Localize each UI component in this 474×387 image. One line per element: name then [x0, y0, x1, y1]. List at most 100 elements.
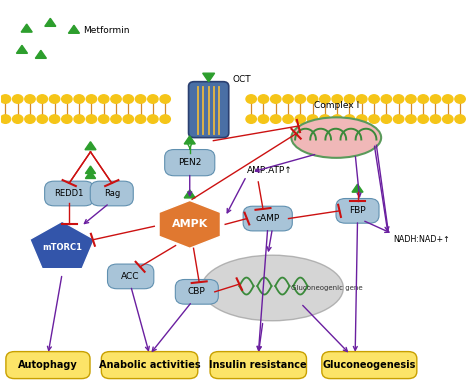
Circle shape — [344, 115, 355, 123]
Text: REDD1: REDD1 — [55, 189, 84, 198]
Circle shape — [381, 95, 392, 103]
Circle shape — [319, 115, 330, 123]
Polygon shape — [203, 73, 215, 82]
Polygon shape — [36, 50, 46, 58]
Polygon shape — [184, 190, 195, 198]
Circle shape — [443, 95, 453, 103]
Circle shape — [49, 95, 60, 103]
Text: Rag: Rag — [104, 189, 120, 198]
Circle shape — [271, 95, 281, 103]
Circle shape — [455, 115, 465, 123]
FancyBboxPatch shape — [243, 206, 292, 231]
Circle shape — [443, 115, 453, 123]
Circle shape — [49, 115, 60, 123]
Text: Autophagy: Autophagy — [18, 360, 78, 370]
Circle shape — [111, 115, 121, 123]
FancyBboxPatch shape — [210, 352, 307, 378]
Circle shape — [12, 95, 23, 103]
Circle shape — [136, 115, 146, 123]
FancyBboxPatch shape — [45, 181, 94, 206]
Circle shape — [111, 95, 121, 103]
Text: CBP: CBP — [188, 287, 206, 296]
Circle shape — [99, 95, 109, 103]
Ellipse shape — [292, 117, 381, 158]
Circle shape — [136, 95, 146, 103]
Ellipse shape — [201, 255, 343, 321]
Circle shape — [430, 95, 441, 103]
Circle shape — [381, 115, 392, 123]
Text: Anabolic activities: Anabolic activities — [99, 360, 201, 370]
Circle shape — [308, 95, 318, 103]
Circle shape — [319, 95, 330, 103]
Circle shape — [369, 95, 379, 103]
FancyBboxPatch shape — [101, 352, 198, 378]
Circle shape — [406, 95, 416, 103]
Circle shape — [271, 115, 281, 123]
Text: Gluconeogenic gene: Gluconeogenic gene — [292, 285, 363, 291]
Circle shape — [62, 95, 72, 103]
Circle shape — [418, 95, 428, 103]
Circle shape — [62, 115, 72, 123]
FancyBboxPatch shape — [189, 82, 229, 138]
Circle shape — [25, 95, 35, 103]
Circle shape — [99, 115, 109, 123]
Circle shape — [258, 115, 269, 123]
Circle shape — [295, 95, 306, 103]
Circle shape — [369, 115, 379, 123]
Circle shape — [430, 115, 441, 123]
Text: cAMP: cAMP — [255, 214, 280, 223]
Text: mTORC1: mTORC1 — [42, 243, 82, 252]
Circle shape — [344, 95, 355, 103]
Text: Gluconeogenesis: Gluconeogenesis — [323, 360, 416, 370]
Circle shape — [393, 95, 404, 103]
Circle shape — [258, 95, 269, 103]
Polygon shape — [30, 221, 94, 269]
Polygon shape — [184, 136, 195, 144]
FancyBboxPatch shape — [336, 199, 379, 223]
Circle shape — [308, 115, 318, 123]
FancyBboxPatch shape — [164, 149, 215, 176]
Circle shape — [86, 115, 97, 123]
Circle shape — [160, 115, 170, 123]
Polygon shape — [68, 25, 80, 33]
FancyBboxPatch shape — [108, 264, 154, 289]
Polygon shape — [352, 184, 363, 192]
FancyBboxPatch shape — [175, 279, 219, 304]
Polygon shape — [85, 171, 96, 178]
Circle shape — [12, 115, 23, 123]
Circle shape — [418, 115, 428, 123]
Text: AMP:ATP↑: AMP:ATP↑ — [246, 166, 292, 175]
Circle shape — [0, 115, 10, 123]
FancyBboxPatch shape — [90, 181, 133, 206]
Circle shape — [455, 95, 465, 103]
Circle shape — [37, 95, 47, 103]
Text: ACC: ACC — [121, 272, 140, 281]
Circle shape — [406, 115, 416, 123]
Circle shape — [332, 115, 342, 123]
Circle shape — [332, 95, 342, 103]
Circle shape — [283, 115, 293, 123]
Circle shape — [283, 95, 293, 103]
Circle shape — [148, 115, 158, 123]
Circle shape — [25, 115, 35, 123]
Text: Metformin: Metformin — [83, 26, 130, 34]
Circle shape — [160, 95, 170, 103]
FancyBboxPatch shape — [322, 352, 417, 378]
Text: NADH:NAD+↑: NADH:NAD+↑ — [393, 235, 450, 244]
Circle shape — [356, 95, 367, 103]
Circle shape — [246, 115, 256, 123]
Circle shape — [37, 115, 47, 123]
Circle shape — [356, 115, 367, 123]
Circle shape — [295, 115, 306, 123]
Text: FBP: FBP — [349, 206, 366, 215]
Text: AMPK: AMPK — [172, 219, 208, 229]
Polygon shape — [21, 24, 32, 32]
Circle shape — [74, 115, 84, 123]
Text: Complex I: Complex I — [314, 101, 359, 110]
Circle shape — [74, 95, 84, 103]
Circle shape — [148, 95, 158, 103]
Text: Insulin resistance: Insulin resistance — [210, 360, 307, 370]
FancyBboxPatch shape — [6, 352, 90, 378]
Circle shape — [123, 115, 134, 123]
Polygon shape — [17, 45, 27, 53]
